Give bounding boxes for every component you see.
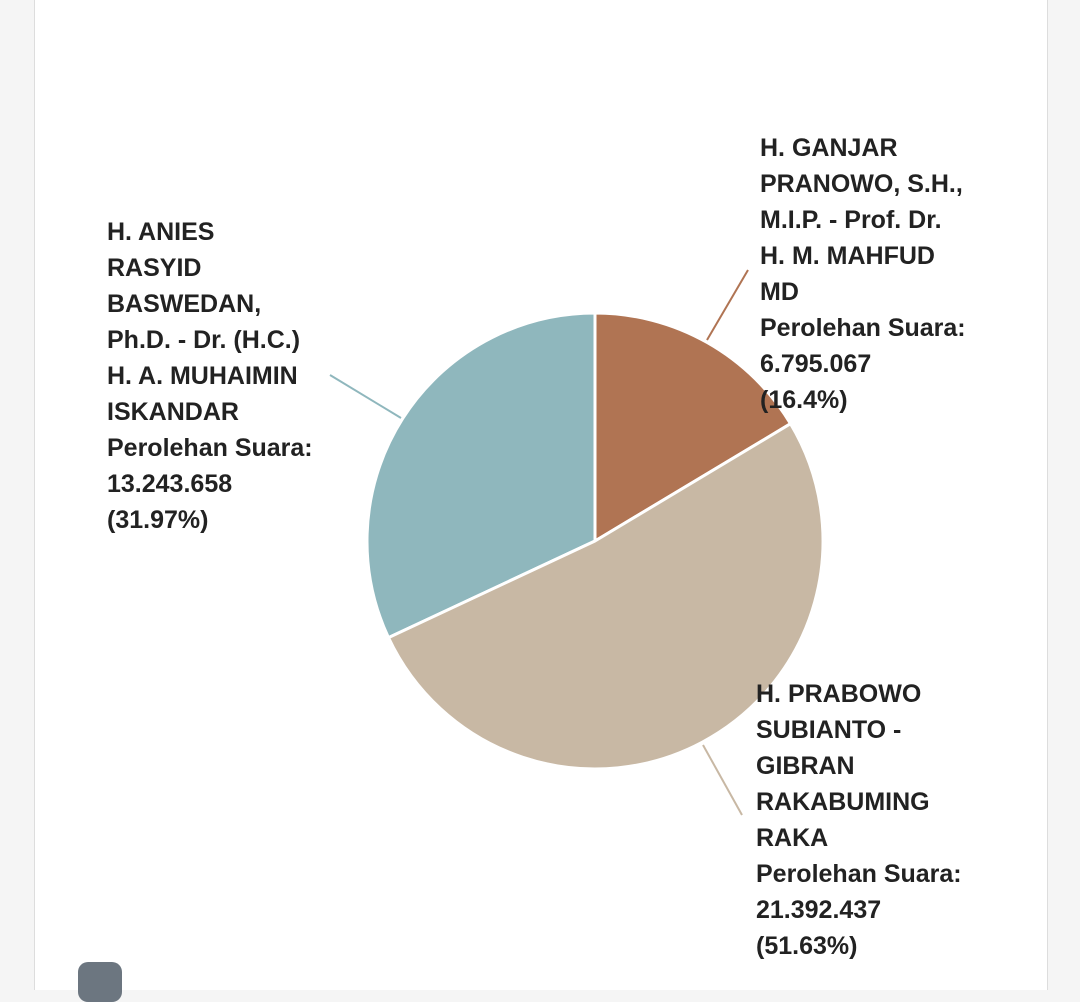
pie-slice-ganjar (593, 311, 793, 543)
pie-slice-anies (365, 311, 597, 640)
scroll-handle[interactable] (78, 962, 122, 1002)
leader-line-ganjar (706, 269, 749, 341)
leader-line-anies (329, 374, 402, 419)
pie-slice-prabowo (386, 422, 825, 771)
leader-line-prabowo (702, 744, 743, 816)
slice-label-prabowo: H. PRABOWO SUBIANTO - GIBRAN RAKABUMING … (756, 680, 962, 960)
slice-label-anies: H. ANIES RASYID BASWEDAN, Ph.D. - Dr. (H… (107, 218, 313, 534)
slice-label-ganjar: H. GANJAR PRANOWO, S.H., M.I.P. - Prof. … (760, 134, 966, 414)
